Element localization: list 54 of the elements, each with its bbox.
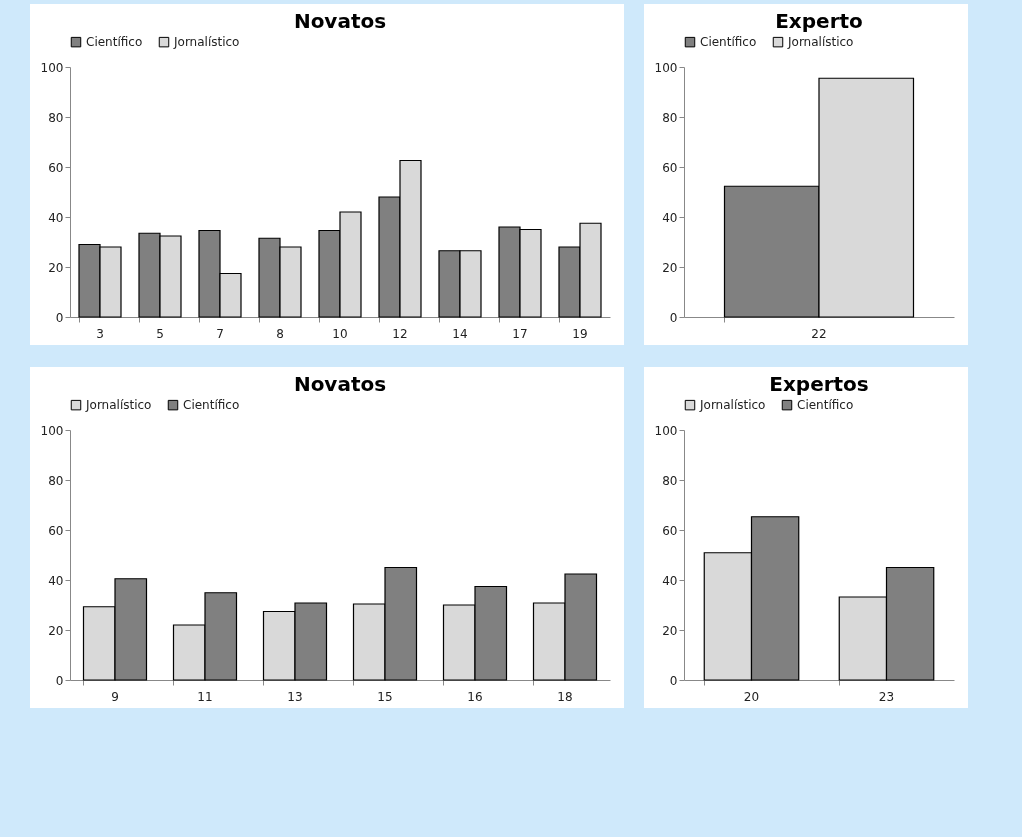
legend-label: Jornalístico — [173, 35, 240, 50]
y-tick-label: 40 — [48, 573, 64, 588]
x-tick-label: 22 — [811, 326, 827, 341]
chart-title: Experto — [775, 9, 863, 33]
y-tick-label: 100 — [40, 423, 64, 438]
y-tick-label: 80 — [48, 473, 64, 488]
y-tick-label: 20 — [662, 260, 678, 275]
legend-label: Científico — [86, 35, 143, 50]
y-tick-label: 20 — [48, 623, 64, 638]
legend-label: Jornalístico — [787, 35, 854, 50]
y-tick-label: 60 — [662, 160, 678, 175]
x-tick-label: 16 — [467, 689, 483, 704]
y-tick-label: 100 — [654, 423, 678, 438]
y-tick-label: 0 — [55, 673, 64, 688]
x-tick-label: 12 — [392, 326, 408, 341]
y-tick-label: 60 — [48, 160, 64, 175]
y-tick-label: 60 — [662, 523, 678, 538]
y-tick-label: 20 — [662, 623, 678, 638]
y-tick-label: 40 — [48, 210, 64, 225]
x-tick-label: 10 — [332, 326, 348, 341]
y-tick-label: 100 — [40, 60, 64, 75]
y-tick-label: 80 — [662, 110, 678, 125]
y-tick-label: 40 — [662, 210, 678, 225]
x-tick-label: 23 — [878, 689, 895, 704]
x-tick-label: 20 — [743, 689, 760, 704]
y-tick-label: 0 — [669, 310, 678, 325]
y-tick-label: 40 — [662, 573, 678, 588]
legend-label: Científico — [797, 398, 854, 413]
x-tick-label: 11 — [197, 689, 213, 704]
y-tick-label: 0 — [55, 310, 64, 325]
x-tick-label: 14 — [452, 326, 468, 341]
x-tick-label: 15 — [377, 689, 393, 704]
y-tick-label: 80 — [662, 473, 678, 488]
x-tick-label: 18 — [557, 689, 573, 704]
x-tick-label: 5 — [156, 326, 164, 341]
y-tick-label: 0 — [669, 673, 678, 688]
chart-title: Novatos — [293, 9, 387, 33]
y-tick-label: 100 — [654, 60, 678, 75]
x-tick-label: 9 — [111, 689, 119, 704]
x-tick-label: 3 — [96, 326, 104, 341]
x-tick-label: 17 — [512, 326, 528, 341]
legend-label: Jornalístico — [85, 398, 152, 413]
x-tick-label: 19 — [572, 326, 588, 341]
chart-title: Expertos — [769, 372, 869, 396]
y-tick-label: 20 — [48, 260, 64, 275]
chart-title: Novatos — [293, 372, 387, 396]
legend-label: Científico — [183, 398, 240, 413]
legend-label: Científico — [700, 35, 757, 50]
legend-label: Jornalístico — [699, 398, 766, 413]
y-tick-label: 60 — [48, 523, 64, 538]
x-tick-label: 7 — [216, 326, 224, 341]
x-tick-label: 8 — [276, 326, 284, 341]
x-tick-label: 13 — [287, 689, 303, 704]
y-tick-label: 80 — [48, 110, 64, 125]
